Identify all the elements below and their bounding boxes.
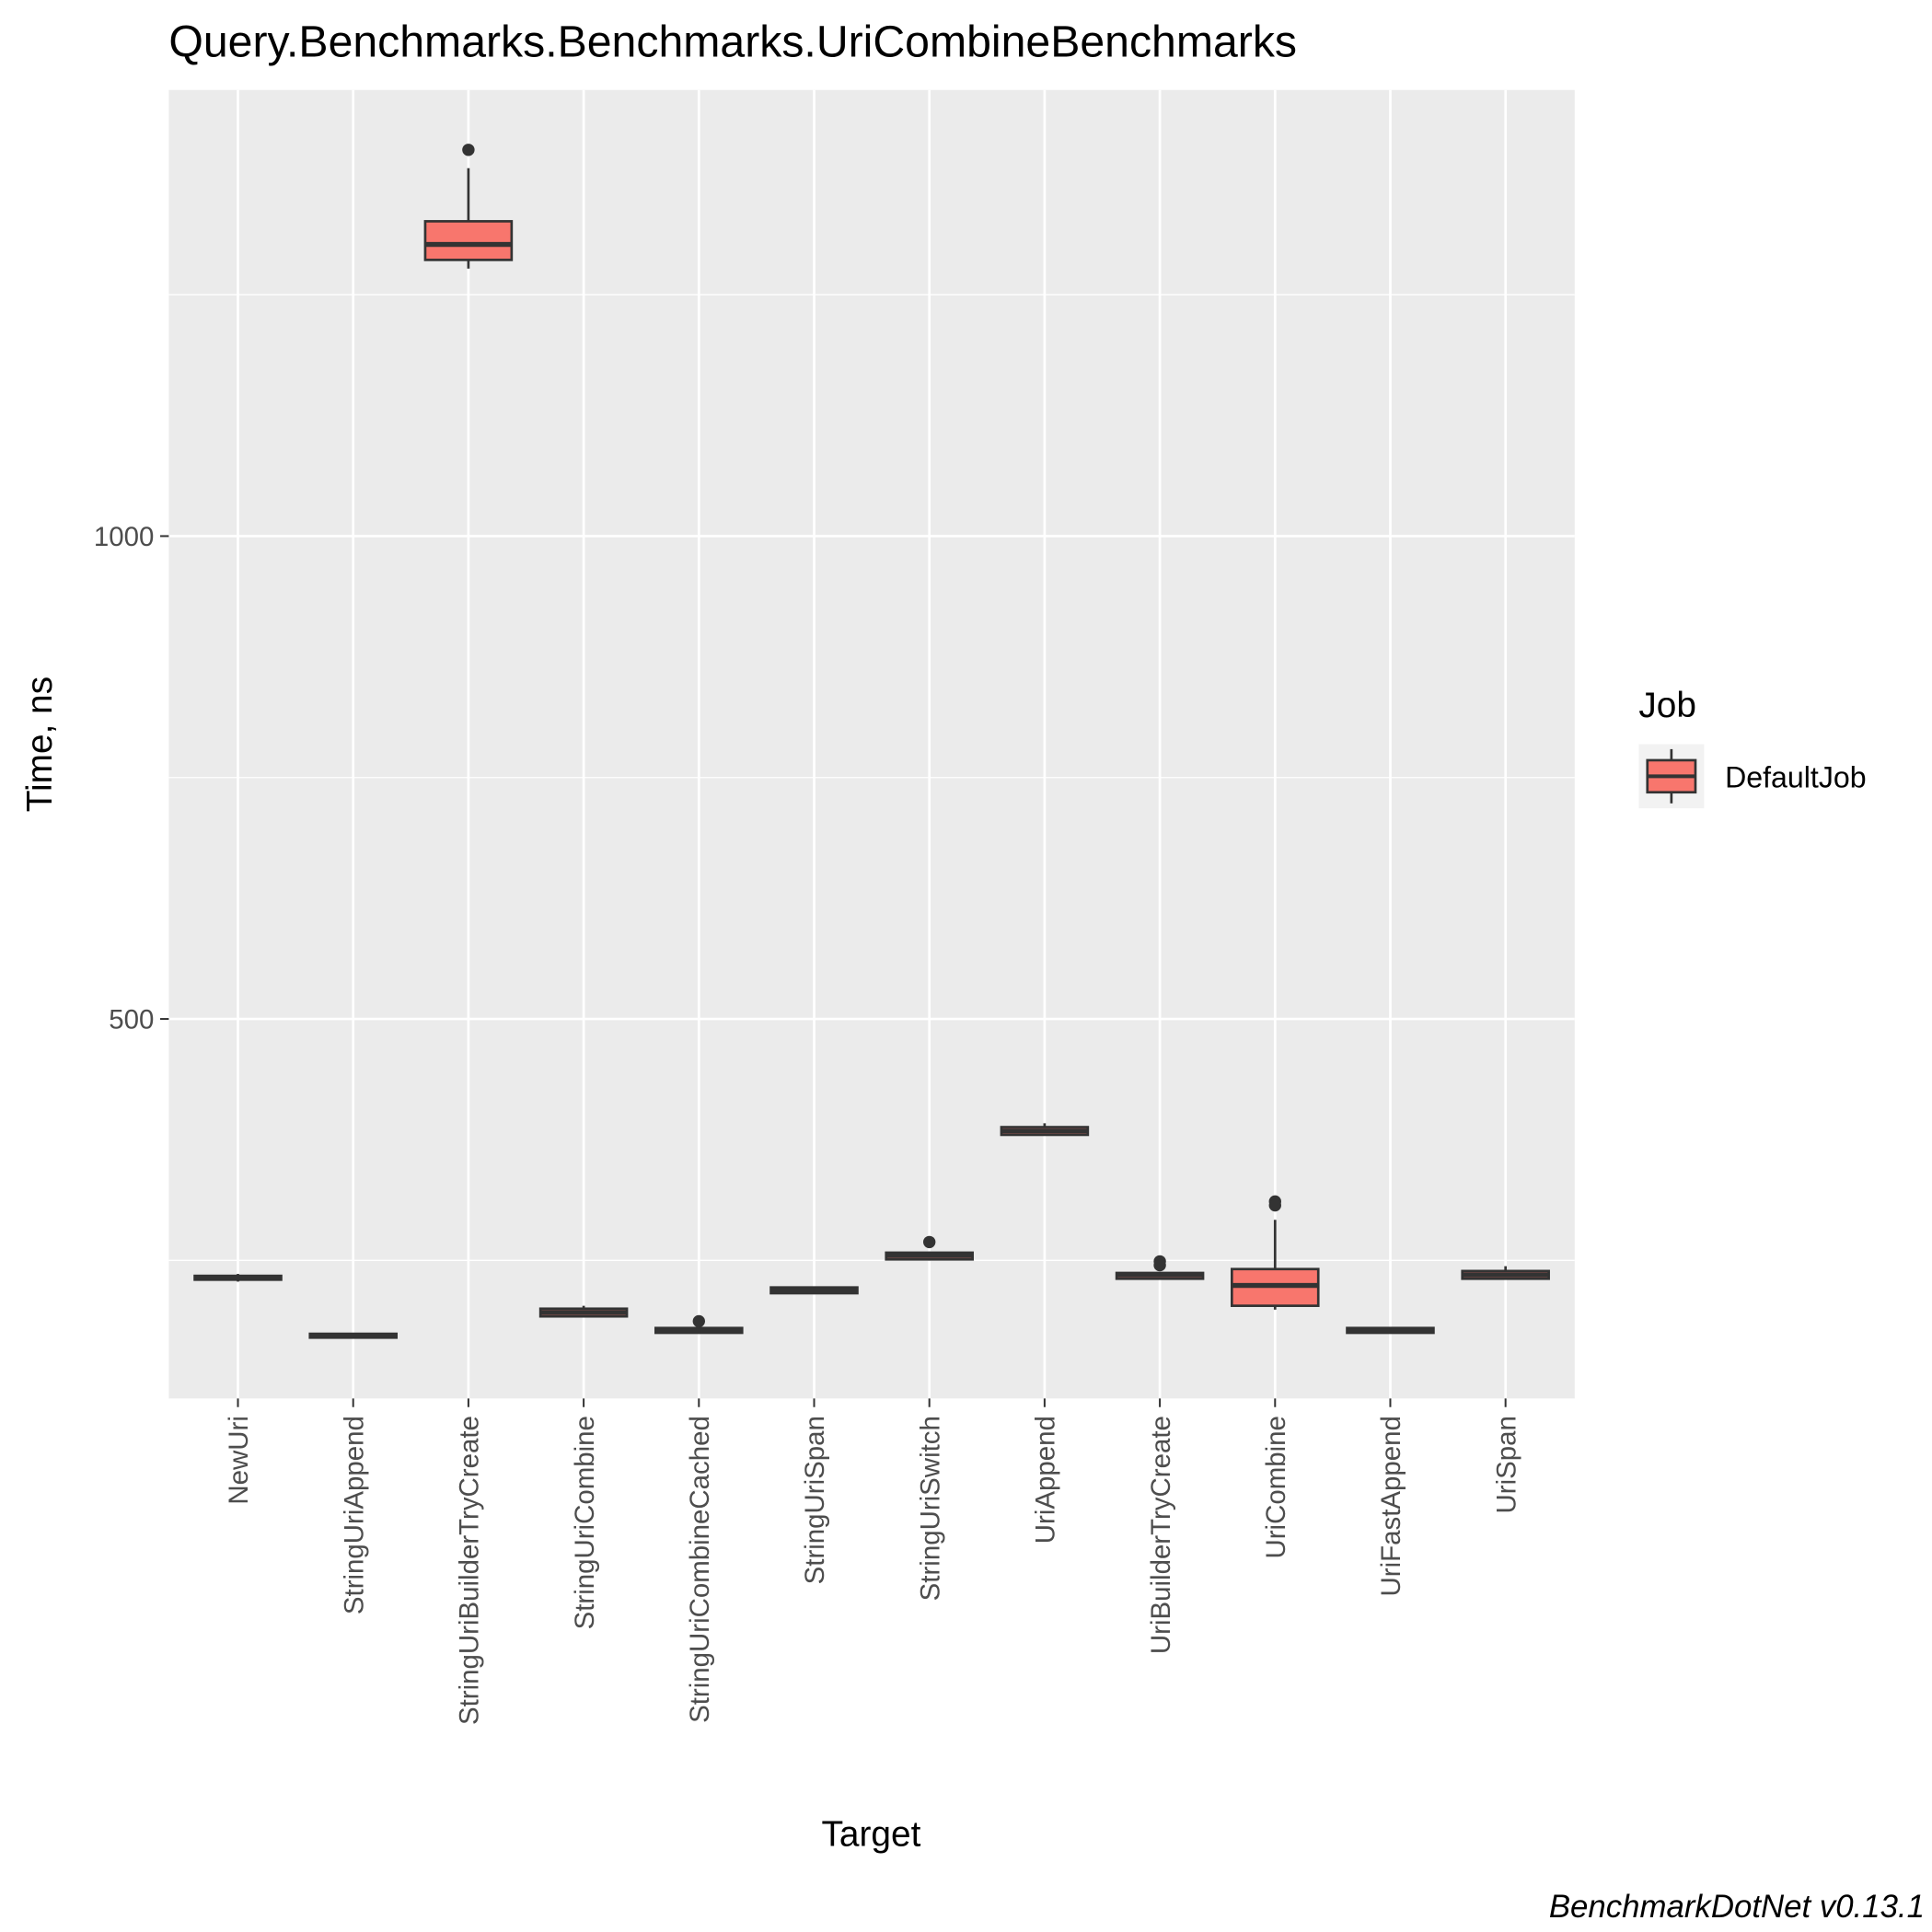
x-tick-label: UriSpan [1491, 1416, 1521, 1513]
legend-title: Job [1638, 686, 1696, 725]
box [1230, 1195, 1320, 1310]
x-tick-label: UriBuilderTryCreate [1146, 1416, 1176, 1654]
box [769, 1286, 859, 1295]
x-tick-label: UriAppend [1031, 1416, 1061, 1544]
x-tick-label: StringUriSpan [800, 1416, 830, 1584]
x-tick-label: StringUriCombineCached [685, 1416, 715, 1723]
outlier [922, 1235, 936, 1249]
x-tick-label: UriCombine [1261, 1416, 1291, 1558]
x-tick-label: StringUriAppend [339, 1416, 369, 1614]
box [654, 1314, 744, 1335]
x-tick-label: StringUriCombine [570, 1416, 600, 1629]
box [423, 144, 514, 269]
box-body [423, 220, 514, 261]
outlier [1153, 1258, 1166, 1272]
x-tick-label: StringUriBuilderTryCreate [455, 1416, 485, 1725]
y-axis-title: Time, ns [20, 677, 60, 812]
box [193, 1274, 283, 1282]
outlier [1268, 1198, 1281, 1212]
legend-label: DefaultJob [1725, 760, 1867, 793]
y-tick-label: 500 [109, 1005, 154, 1035]
box [308, 1332, 398, 1339]
box [1115, 1255, 1205, 1280]
x-tick-label: StringUriSwitch [915, 1416, 945, 1601]
x-axis-title: Target [821, 1814, 920, 1854]
box [1461, 1266, 1550, 1280]
box [885, 1235, 974, 1261]
outlier [692, 1314, 705, 1328]
x-tick-label: NewUri [224, 1416, 254, 1505]
x-tick-label: UriFastAppend [1376, 1416, 1406, 1596]
box [1346, 1326, 1435, 1335]
plot-panel [168, 89, 1575, 1399]
box [538, 1305, 629, 1318]
outlier [462, 144, 475, 156]
box [1000, 1123, 1090, 1137]
footer: BenchmarkDotNet v0.13.1 [1549, 1889, 1925, 1925]
y-tick-label: 1000 [94, 522, 155, 552]
chart-title: Query.Benchmarks.Benchmarks.UriCombineBe… [168, 17, 1297, 67]
